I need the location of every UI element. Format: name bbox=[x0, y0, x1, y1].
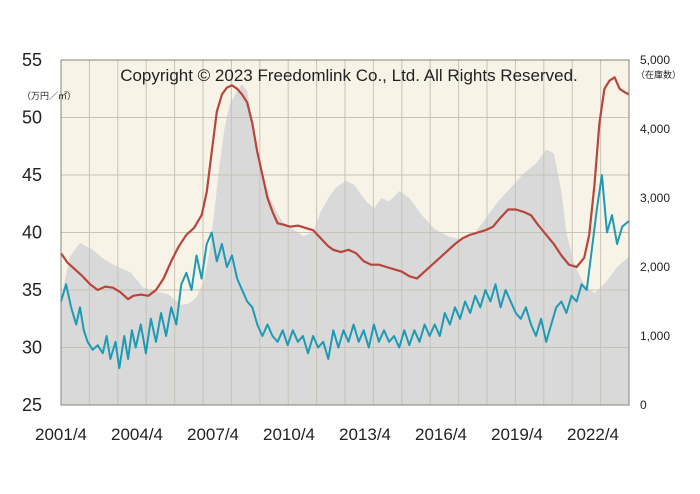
left-tick-label: 35 bbox=[22, 280, 42, 300]
x-tick-label: 2016/4 bbox=[415, 425, 467, 444]
x-tick-label: 2001/4 bbox=[35, 425, 87, 444]
x-axis-ticks: 2001/4 2004/4 2007/4 2010/4 2013/4 2016/4 2019… bbox=[35, 425, 619, 444]
x-tick-label: 2022/4 bbox=[567, 425, 619, 444]
left-tick-label: 40 bbox=[22, 223, 42, 243]
red-price-line bbox=[60, 76, 630, 301]
right-tick-label: 5,000 bbox=[640, 53, 670, 67]
x-tick-label: 2007/4 bbox=[187, 425, 239, 444]
x-tick-label: 2004/4 bbox=[111, 425, 163, 444]
right-tick-label: 0 bbox=[640, 398, 647, 412]
left-tick-label: 55 bbox=[22, 50, 42, 70]
blue-price-line bbox=[60, 174, 630, 370]
x-tick-label: 2010/4 bbox=[263, 425, 315, 444]
left-axis-unit: （万円／㎡） bbox=[22, 91, 76, 101]
copyright-notice: Copyright © 2023 Freedomlink Co., Ltd. A… bbox=[120, 66, 578, 85]
left-tick-label: 25 bbox=[22, 395, 42, 415]
right-tick-label: 4,000 bbox=[640, 122, 670, 136]
left-tick-label: 50 bbox=[22, 108, 42, 128]
right-axis-unit: （在庫数） bbox=[636, 69, 681, 80]
right-axis-ticks: 0 1,000 2,000 3,000 4,000 5,000 bbox=[640, 53, 670, 412]
left-axis-ticks: 25 30 35 40 45 50 55 bbox=[22, 50, 42, 415]
right-tick-label: 2,000 bbox=[640, 260, 670, 274]
left-tick-label: 45 bbox=[22, 165, 42, 185]
left-tick-label: 30 bbox=[22, 338, 42, 358]
x-tick-label: 2013/4 bbox=[339, 425, 391, 444]
price-lines-layer bbox=[60, 76, 630, 370]
right-tick-label: 1,000 bbox=[640, 329, 670, 343]
x-tick-label: 2019/4 bbox=[491, 425, 543, 444]
plot-frame bbox=[60, 59, 630, 406]
right-tick-label: 3,000 bbox=[640, 191, 670, 205]
